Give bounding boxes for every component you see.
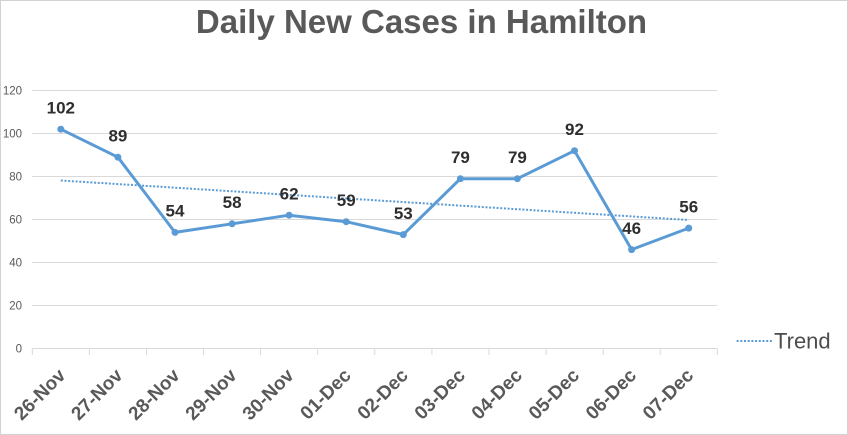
svg-text:80: 80 xyxy=(9,172,22,184)
svg-text:102: 102 xyxy=(47,99,75,118)
svg-text:40: 40 xyxy=(9,258,22,270)
svg-text:53: 53 xyxy=(394,204,413,223)
svg-text:92: 92 xyxy=(565,120,584,139)
svg-text:56: 56 xyxy=(679,197,698,216)
svg-text:58: 58 xyxy=(223,193,242,212)
svg-text:79: 79 xyxy=(451,148,470,167)
svg-text:20: 20 xyxy=(9,301,22,313)
svg-text:60: 60 xyxy=(9,215,22,227)
svg-text:Trend: Trend xyxy=(774,329,831,354)
svg-text:0: 0 xyxy=(16,344,22,356)
svg-text:120: 120 xyxy=(3,86,22,98)
svg-text:62: 62 xyxy=(280,185,299,204)
svg-text:54: 54 xyxy=(166,202,185,221)
svg-text:59: 59 xyxy=(337,191,356,210)
svg-text:100: 100 xyxy=(3,129,22,141)
svg-text:79: 79 xyxy=(508,148,527,167)
svg-text:Daily New Cases in Hamilton: Daily New Cases in Hamilton xyxy=(196,3,647,40)
svg-text:46: 46 xyxy=(622,219,641,238)
svg-text:89: 89 xyxy=(108,127,127,146)
